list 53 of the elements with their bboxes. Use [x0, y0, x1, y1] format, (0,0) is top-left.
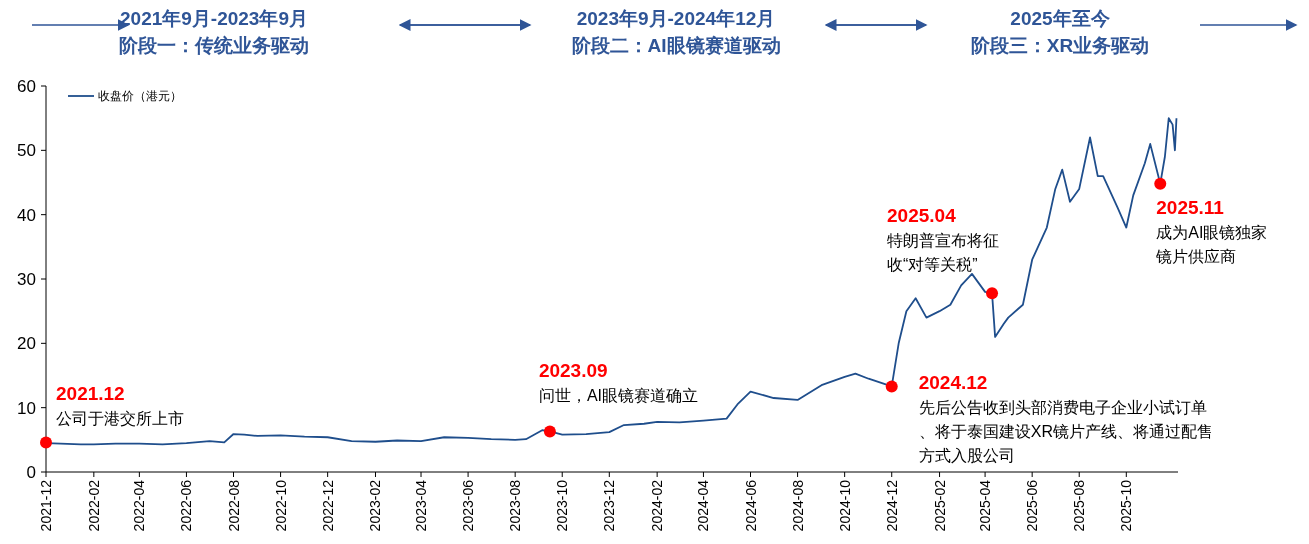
x-tick-label: 2022-10 [272, 479, 289, 532]
x-tick-label: 2022-04 [131, 479, 148, 532]
x-tick-label: 2022-02 [85, 479, 102, 532]
y-tick-label: 30 [17, 270, 36, 289]
point [543, 425, 556, 438]
annotation: 问世，AI眼镜赛道确立 [538, 387, 699, 405]
x-tick-label: 2022-12 [319, 479, 336, 532]
text: 阶段一：传统业务驱动 [119, 35, 309, 56]
text: 阶段二：AI眼镜赛道驱动 [571, 35, 781, 56]
x-tick-label: 2024-10 [836, 479, 853, 532]
x-tick-label: 2021-12 [38, 479, 54, 532]
y-tick-label: 20 [17, 334, 36, 354]
x-tick-label: 2023-12 [601, 479, 618, 532]
legend: 收盘价（港元） [67, 89, 182, 103]
y-tick-label: 40 [17, 205, 36, 225]
x-tick-label: 2023-10 [554, 479, 571, 532]
annotation: 特朗普宣布将征收“对等关税” [887, 232, 1000, 274]
x-tick-label: 2023-08 [507, 479, 524, 532]
annotation: 2023.09 [538, 360, 608, 382]
legend-label: 收盘价（港元） [98, 89, 182, 103]
y-tick-label: 50 [17, 141, 36, 161]
x-tick-label: 2025-04 [977, 479, 994, 532]
point [40, 436, 52, 449]
y-tick-label: 60 [17, 77, 36, 96]
x-tick-label: 2023-06 [460, 479, 477, 532]
x-tick-label: 2024-06 [742, 479, 759, 532]
annotation: 先后公告收到头部消费电子企业小试订单、将于泰国建设XR镜片产线、将通过配售方式入股公司 [918, 399, 1213, 465]
annotation: 2025.04 [887, 205, 957, 227]
y-tick-label: 10 [17, 398, 36, 418]
x-tick-label: 2024-02 [649, 479, 666, 532]
text: 阶段三：XR业务驱动 [970, 35, 1150, 56]
annotation: 2024.12 [918, 372, 988, 394]
x-tick-label: 2023-04 [413, 479, 430, 532]
y-tick-label: 0 [26, 463, 36, 482]
annotation: 公司于港交所上市 [56, 410, 184, 428]
text: 2025年至今 [1010, 8, 1111, 29]
x-tick-label: 2022-08 [225, 479, 242, 532]
x-tick-label: 2023-02 [367, 479, 384, 532]
text: 2023年9月-2024年12月 [576, 8, 776, 29]
x-tick-label: 2024-12 [883, 479, 900, 532]
x-tick-label: 2024-08 [789, 479, 806, 532]
point [1154, 177, 1167, 190]
point [885, 380, 898, 393]
annotation: 2025.11 [1156, 196, 1225, 218]
x-tick-label: 2025-06 [1024, 479, 1041, 532]
x-tick-label: 2025-08 [1071, 479, 1088, 532]
x-tick-label: 2024-04 [695, 479, 712, 532]
x-tick-label: 2025-02 [931, 479, 948, 532]
x-tick-label: 2025-10 [1118, 479, 1135, 532]
annotation: 2021.12 [56, 383, 125, 405]
x-tick-label: 2022-06 [178, 479, 195, 532]
annotation: 成为AI眼镜独家镜片供应商 [1155, 223, 1268, 265]
point [986, 287, 999, 300]
